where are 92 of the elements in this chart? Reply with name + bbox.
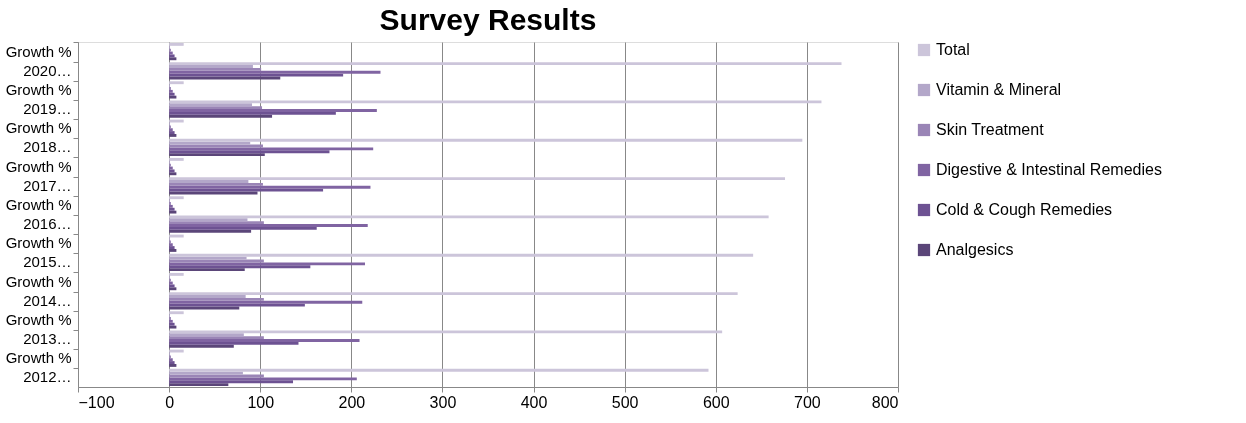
x-tick-label: 700 <box>794 393 821 411</box>
y-tick-label: Growth % <box>5 349 72 367</box>
bar <box>169 70 381 74</box>
bar <box>169 103 253 107</box>
legend-label: Analgesics <box>936 241 1014 258</box>
y-tick-label: 2014… <box>23 291 72 309</box>
bar <box>169 157 184 161</box>
bar <box>169 311 184 315</box>
y-tick-label: 2012… <box>23 368 72 386</box>
x-tick-label: 400 <box>520 393 548 411</box>
y-tick-label: 2016… <box>23 215 72 233</box>
x-tick-label: 800 <box>871 393 899 411</box>
bar <box>169 377 357 381</box>
bar <box>169 226 317 230</box>
y-tick-label: 2013… <box>23 330 72 348</box>
x-tick-label: 100 <box>247 393 275 411</box>
x-tick-label: 200 <box>338 393 366 411</box>
legend-label: Skin Treatment <box>936 121 1045 138</box>
bar <box>169 303 305 307</box>
bar <box>169 119 184 123</box>
y-tick-label: Growth % <box>5 195 72 213</box>
chart-title: Survey Results <box>379 2 597 36</box>
bar <box>169 218 248 222</box>
bar <box>169 272 184 276</box>
y-tick-label: 2017… <box>23 176 72 194</box>
bar <box>169 81 184 85</box>
bar <box>169 177 786 180</box>
y-tick-label: Growth % <box>5 234 72 252</box>
bar <box>169 42 184 46</box>
bar <box>169 380 294 384</box>
bar <box>169 349 184 353</box>
bar <box>169 100 822 104</box>
y-tick-label: Growth % <box>5 42 72 60</box>
bar <box>169 339 360 342</box>
y-tick-label: Growth % <box>5 80 72 98</box>
bar <box>169 229 252 233</box>
bar <box>169 330 723 334</box>
y-tick-label: 2019… <box>23 100 72 118</box>
bar <box>169 109 377 112</box>
bar <box>169 336 264 340</box>
bar <box>169 268 245 272</box>
legend-label: Vitamin & Mineral <box>936 81 1062 98</box>
bar <box>169 185 371 189</box>
legend-label: Total <box>936 41 970 58</box>
y-tick-label: Growth % <box>5 119 72 137</box>
bar <box>169 262 365 266</box>
bar <box>169 234 184 238</box>
bar <box>169 256 247 260</box>
bar <box>169 111 336 115</box>
bar <box>169 295 246 298</box>
bar <box>169 147 374 151</box>
y-tick-label: 2015… <box>23 253 72 271</box>
bar <box>169 253 754 257</box>
legend-label: Cold & Cough Remedies <box>936 201 1113 218</box>
bar <box>169 141 251 145</box>
bar <box>169 114 273 118</box>
bar <box>169 368 709 372</box>
bar <box>169 67 262 71</box>
bar <box>169 224 368 227</box>
bar <box>169 333 244 337</box>
bar <box>169 106 263 110</box>
bar <box>169 188 324 192</box>
bar <box>169 62 842 65</box>
bar <box>169 383 229 387</box>
bar <box>169 215 769 219</box>
x-tick-label: 500 <box>611 393 639 411</box>
y-tick-label: Growth % <box>5 310 72 328</box>
y-tick-label: Growth % <box>5 272 72 290</box>
x-tick-label: −100 <box>78 393 115 411</box>
bar <box>169 153 265 157</box>
bar <box>169 138 803 142</box>
bar <box>169 341 299 345</box>
bar <box>169 221 264 225</box>
bar <box>169 65 253 68</box>
y-tick-label: 2018… <box>23 138 72 156</box>
bar <box>169 265 311 269</box>
x-tick-label: 600 <box>702 393 730 411</box>
x-tick-label: 300 <box>429 393 457 411</box>
bar <box>169 344 234 348</box>
y-tick-label: 2020… <box>23 61 72 79</box>
bar <box>169 300 363 304</box>
legend-label: Digestive & Intestinal Remedies <box>936 161 1162 178</box>
bar <box>169 292 738 295</box>
bar <box>169 371 243 375</box>
bar <box>169 150 330 154</box>
bar <box>169 297 264 301</box>
bar <box>169 182 263 186</box>
bar <box>169 73 344 77</box>
bar <box>169 196 184 200</box>
bar <box>169 180 249 183</box>
x-tick-label: 0 <box>165 393 175 411</box>
y-tick-label: Growth % <box>5 157 72 175</box>
